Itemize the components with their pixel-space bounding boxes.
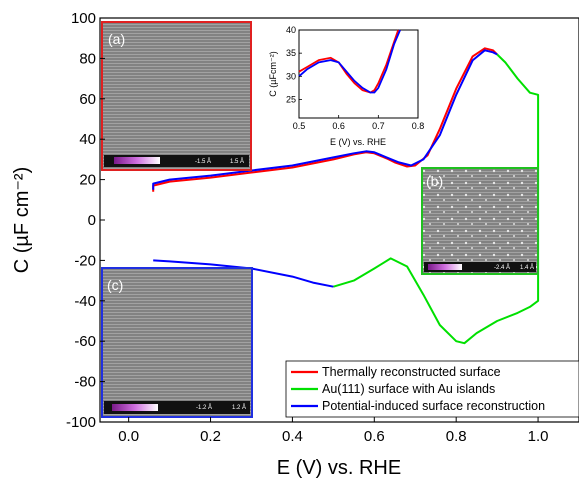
x-tick-label: 1.0: [528, 428, 549, 445]
inset-frame: [298, 29, 419, 119]
x-tick-label: 0.6: [364, 428, 385, 445]
scale-right-b: 1.4 Å: [520, 264, 534, 271]
y-tick-label: -100: [66, 414, 96, 431]
legend-label-potential: Potential-induced surface reconstruction: [322, 399, 545, 413]
x-axis-title: E (V) vs. RHE: [277, 457, 401, 479]
x-tick-label: 0.4: [282, 428, 303, 445]
inset-line-potential: [298, 29, 401, 94]
y-tick-label: -40: [74, 293, 96, 310]
inset-y-tick-label: 35: [286, 48, 296, 58]
scale-left-c: -1.2 Å: [196, 404, 212, 411]
inset-series-layer: [298, 29, 401, 94]
series-line-islands: [333, 53, 540, 345]
y-axis-title: C (µF cm⁻²): [11, 167, 33, 274]
y-tick-label: 0: [88, 212, 96, 229]
stm-image-b: [421, 167, 539, 275]
colorbar-c: [112, 404, 158, 411]
x-tick-label: 0.8: [446, 428, 467, 445]
legend-box: [285, 360, 579, 418]
stm-image-a: [101, 21, 252, 171]
panel-label-c: (c): [107, 277, 123, 293]
inset-y-tick-label: 25: [286, 94, 296, 104]
scale-left-b: -2.4 Å: [494, 264, 510, 271]
scale-right-a: 1.5 Å: [230, 158, 244, 165]
y-tick-label: -20: [74, 252, 96, 269]
panel-label-b: (b): [426, 173, 443, 189]
legend: Thermally reconstructed surface Au(111) …: [285, 360, 579, 418]
colorbar-b: [428, 264, 462, 270]
scale-right-c: 1.2 Å: [232, 404, 246, 411]
panel-label-a: (a): [108, 31, 125, 47]
stm-image-c: [101, 267, 253, 418]
x-tick-label: 0.0: [118, 428, 139, 445]
inset-x-tick-label: 0.6: [332, 121, 345, 131]
inset-x-title: E (V) vs. RHE: [330, 137, 386, 147]
x-tick-label: 0.2: [200, 428, 221, 445]
inset-plot: 0.5 0.6 0.7 0.8 25 30 35 40 E (V) vs. RHE C (µF…: [268, 25, 424, 147]
series-line-potential-0: [152, 49, 498, 190]
stm-panel-c: (c) -1.2 Å 1.2 Å: [101, 267, 253, 418]
stm-panel-b: (b) -2.4 Å 1.4 Å: [421, 167, 539, 275]
colorbar-a: [114, 157, 160, 164]
inset-x-tick-label: 0.8: [412, 121, 425, 131]
legend-label-islands: Au(111) surface with Au islands: [322, 382, 495, 396]
inset-x-tick-label: 0.5: [293, 121, 306, 131]
inset-y-tick-label: 30: [286, 71, 296, 81]
y-tick-label: 100: [71, 10, 96, 27]
y-tick-label: 20: [79, 172, 96, 189]
y-tick-label: 60: [79, 91, 96, 108]
inset-y-title: C (µFcm⁻²): [268, 51, 278, 96]
inset-x-tick-label: 0.7: [372, 121, 385, 131]
y-tick-label: 80: [79, 50, 96, 67]
scale-left-a: -1.5 Å: [195, 158, 211, 165]
inset-line-thermal: [298, 29, 400, 94]
series-layer: [152, 47, 540, 345]
inset-y-tick-label: 40: [286, 25, 296, 35]
y-tick-label: -80: [74, 374, 96, 391]
stm-panel-a: (a) -1.5 Å 1.5 Å: [101, 21, 252, 171]
y-tick-label: -60: [74, 333, 96, 350]
legend-label-thermal: Thermally reconstructed surface: [322, 365, 501, 379]
scale-bar-b: [424, 262, 536, 272]
y-tick-label: 40: [79, 131, 96, 148]
